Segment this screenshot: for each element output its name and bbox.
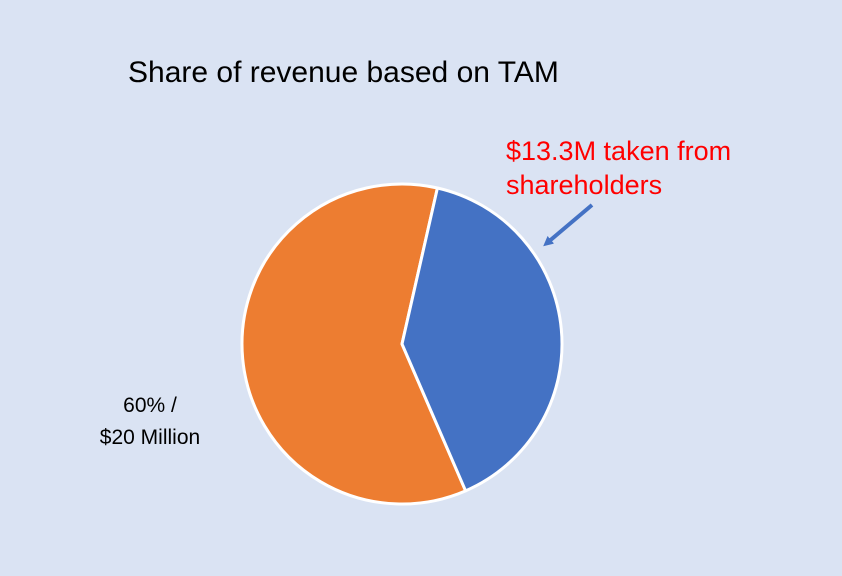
slice-label-orange: 60% / $20 Million — [68, 390, 232, 454]
pie-slices — [240, 182, 564, 506]
pie-slice-orange — [240, 182, 468, 506]
chart-title: Share of revenue based on TAM — [128, 56, 559, 89]
slice-label-blue: $13.3M taken from shareholders — [506, 134, 731, 202]
slice-label-blue-line-2: shareholders — [506, 170, 663, 200]
slice-label-blue-line-1: $13.3M taken from — [506, 136, 732, 166]
slice-label-orange-line-1: 60% / — [123, 394, 177, 417]
pie-slice-blue — [400, 186, 564, 493]
slice-label-orange-line-2: $20 Million — [99, 426, 201, 449]
annotation-arrow — [543, 203, 594, 247]
